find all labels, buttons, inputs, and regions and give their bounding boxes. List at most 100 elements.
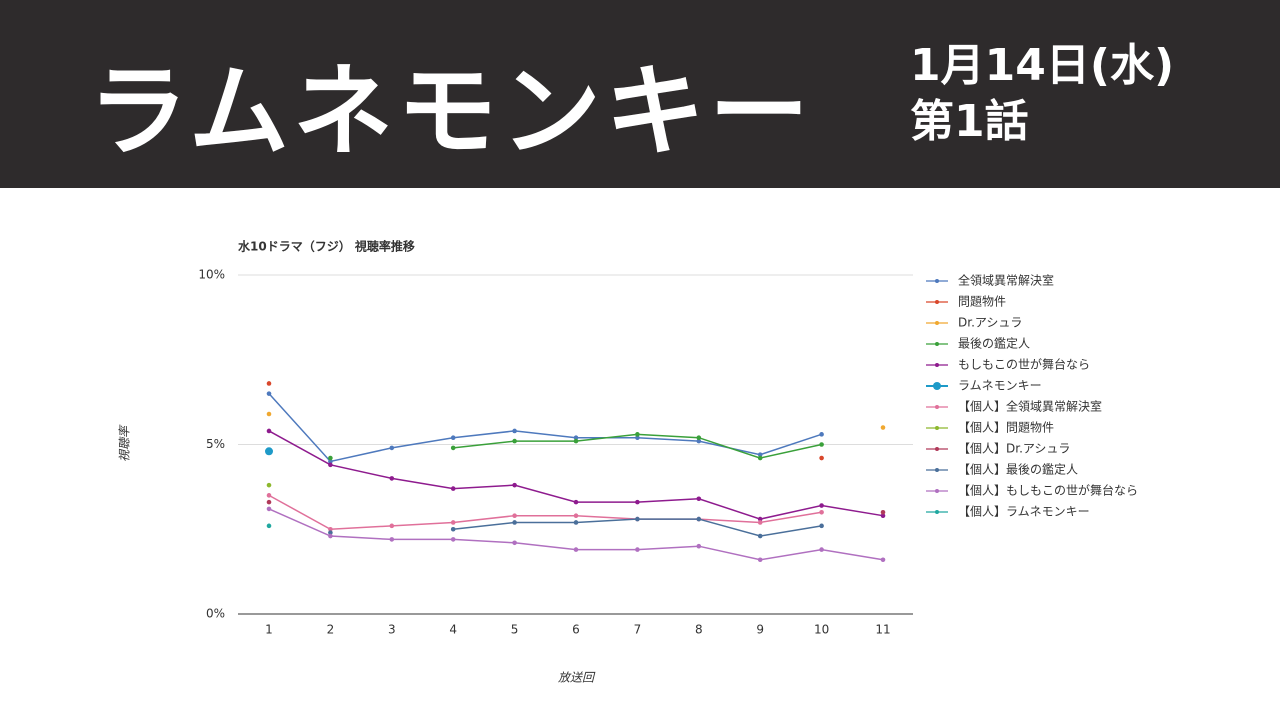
point xyxy=(450,435,456,441)
point xyxy=(265,447,273,456)
point xyxy=(266,523,272,529)
x-tick-label: 1 xyxy=(265,623,273,637)
x-tick-label: 2 xyxy=(327,623,335,637)
point xyxy=(880,513,886,518)
legend-marker xyxy=(935,426,939,430)
legend-marker xyxy=(935,468,939,472)
point xyxy=(880,557,886,563)
legend-marker xyxy=(935,300,939,304)
point xyxy=(819,442,824,447)
y-axis-label: 視聴率 xyxy=(118,424,132,462)
point xyxy=(757,520,763,525)
point xyxy=(757,533,763,539)
legend-label: 【個人】ラムネモンキー xyxy=(958,505,1090,519)
legend-marker xyxy=(935,447,939,451)
legend-label: 【個人】もしもこの世が舞台なら xyxy=(958,483,1138,498)
x-tick-label: 9 xyxy=(756,623,764,637)
legend-label: Dr.アシュラ xyxy=(958,316,1022,330)
point xyxy=(512,428,517,434)
point xyxy=(757,452,763,457)
point xyxy=(696,516,702,522)
point xyxy=(389,445,395,451)
x-tick-label: 4 xyxy=(449,623,457,637)
header-title: ラムネモンキー xyxy=(88,53,813,170)
point xyxy=(819,455,824,461)
x-tick-label: 7 xyxy=(634,623,642,637)
point xyxy=(819,503,824,508)
header: ラムネモンキー 1月14日(水) 第1話 xyxy=(0,0,1280,188)
legend-label: ラムネモンキー xyxy=(958,379,1042,393)
point xyxy=(389,476,395,481)
legend-label: 全領域異常解決室 xyxy=(958,273,1054,288)
legend-label: 【個人】問題物件 xyxy=(958,421,1054,435)
point xyxy=(328,455,333,461)
point xyxy=(757,455,763,461)
legend-marker xyxy=(935,405,939,409)
point xyxy=(573,520,579,525)
point xyxy=(696,543,702,549)
point xyxy=(450,520,456,525)
y-tick-label: 10% xyxy=(198,268,225,282)
point xyxy=(328,526,333,532)
x-tick-label: 3 xyxy=(388,623,396,637)
x-tick-label: 11 xyxy=(875,623,890,637)
point xyxy=(512,540,517,546)
point xyxy=(266,391,272,396)
point xyxy=(450,445,456,451)
point xyxy=(880,510,886,515)
chart-title: 水10ドラマ（フジ） 視聴率推移 xyxy=(238,239,415,254)
point xyxy=(757,516,763,522)
point xyxy=(512,520,517,525)
y-tick-label: 5% xyxy=(206,437,225,451)
point xyxy=(389,523,395,529)
legend-marker xyxy=(935,279,939,283)
point xyxy=(266,411,272,417)
point xyxy=(573,499,579,505)
point xyxy=(266,381,272,386)
point xyxy=(573,438,579,444)
point xyxy=(328,459,333,464)
legend-marker xyxy=(935,510,939,514)
x-tick-label: 8 xyxy=(695,623,703,637)
point xyxy=(512,513,517,518)
point xyxy=(696,438,702,444)
point xyxy=(573,513,579,518)
x-tick-label: 5 xyxy=(511,623,519,637)
legend-label: もしもこの世が舞台なら xyxy=(958,357,1090,372)
legend-marker xyxy=(935,489,939,493)
legend-marker xyxy=(935,342,939,346)
legend-label: 最後の鑑定人 xyxy=(958,336,1030,351)
point xyxy=(450,537,456,542)
point xyxy=(819,432,824,437)
legend-marker xyxy=(935,363,939,367)
x-axis-label: 放送回 xyxy=(558,671,596,685)
point xyxy=(635,499,640,505)
point xyxy=(512,438,517,444)
point xyxy=(266,482,272,488)
point xyxy=(328,462,333,468)
point xyxy=(635,435,640,441)
point xyxy=(266,493,272,498)
point xyxy=(880,425,886,430)
point xyxy=(635,547,640,552)
point xyxy=(450,526,456,532)
point xyxy=(696,496,702,502)
legend-label: 【個人】最後の鑑定人 xyxy=(958,462,1078,477)
point xyxy=(389,537,395,542)
point xyxy=(328,533,333,539)
point xyxy=(696,435,702,441)
legend-label: 【個人】全領域異常解決室 xyxy=(958,399,1102,414)
legend-marker xyxy=(935,321,939,325)
episode: 第1話 xyxy=(910,96,1029,147)
point xyxy=(635,432,640,437)
point xyxy=(819,523,824,529)
header-date: 1月14日(水) 第1話 xyxy=(910,38,1174,150)
date: 1月14日(水) xyxy=(910,40,1175,91)
legend-label: 問題物件 xyxy=(958,295,1006,309)
point xyxy=(819,547,824,552)
point xyxy=(328,530,333,535)
series-line xyxy=(268,494,822,531)
y-tick-label: 0% xyxy=(206,607,225,621)
